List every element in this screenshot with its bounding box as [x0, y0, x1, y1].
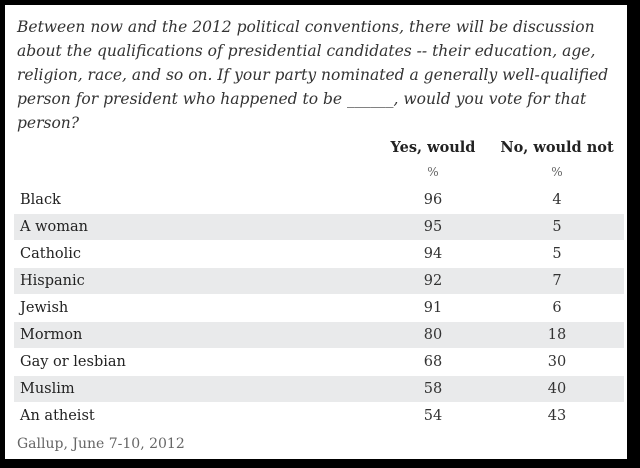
table-row: Catholic 94 5	[14, 241, 624, 268]
yes-value: 91	[423, 300, 443, 316]
source-note: Gallup, June 7-10, 2012	[17, 436, 185, 452]
column-header-no: No, would not	[500, 139, 614, 156]
no-value: 30	[547, 354, 567, 370]
row-label: Muslim	[20, 381, 75, 397]
yes-value: 92	[423, 273, 443, 289]
table-row: An atheist 54 43	[14, 403, 624, 430]
unit-label-yes: %	[427, 165, 439, 179]
poll-table-card: Between now and the 2012 political conve…	[3, 3, 629, 461]
no-value: 18	[547, 327, 567, 343]
table-row: Jewish 91 6	[14, 295, 624, 322]
yes-value: 94	[423, 246, 443, 262]
row-label: Mormon	[20, 327, 83, 343]
unit-label-no: %	[551, 165, 563, 179]
yes-value: 58	[423, 381, 443, 397]
no-value: 7	[552, 273, 562, 289]
data-table: Black 96 4 A woman 95 5 Catholic 94 5 Hispanic 92 7…	[14, 187, 624, 430]
table-row: Muslim 58 40	[14, 376, 624, 403]
yes-value: 96	[423, 192, 443, 208]
table-row: Gay or lesbian 68 30	[14, 349, 624, 376]
row-label: Hispanic	[20, 273, 85, 289]
row-label: Catholic	[20, 246, 82, 262]
row-label: Black	[20, 192, 61, 208]
row-label: A woman	[20, 219, 88, 235]
row-label: An atheist	[20, 408, 95, 424]
row-label: Gay or lesbian	[20, 354, 126, 370]
row-label: Jewish	[20, 300, 69, 316]
yes-value: 68	[423, 354, 443, 370]
no-value: 6	[552, 300, 562, 316]
table-row: Hispanic 92 7	[14, 268, 624, 295]
yes-value: 54	[423, 408, 443, 424]
question-text: Between now and the 2012 political conve…	[17, 18, 609, 132]
no-value: 4	[552, 192, 562, 208]
no-value: 5	[552, 246, 562, 262]
yes-value: 80	[423, 327, 443, 343]
no-value: 43	[547, 408, 567, 424]
table-row: Black 96 4	[14, 187, 624, 214]
column-header-yes: Yes, would	[390, 139, 476, 156]
no-value: 40	[547, 381, 567, 397]
no-value: 5	[552, 219, 562, 235]
yes-value: 95	[423, 219, 443, 235]
table-row: A woman 95 5	[14, 214, 624, 241]
table-row: Mormon 80 18	[14, 322, 624, 349]
